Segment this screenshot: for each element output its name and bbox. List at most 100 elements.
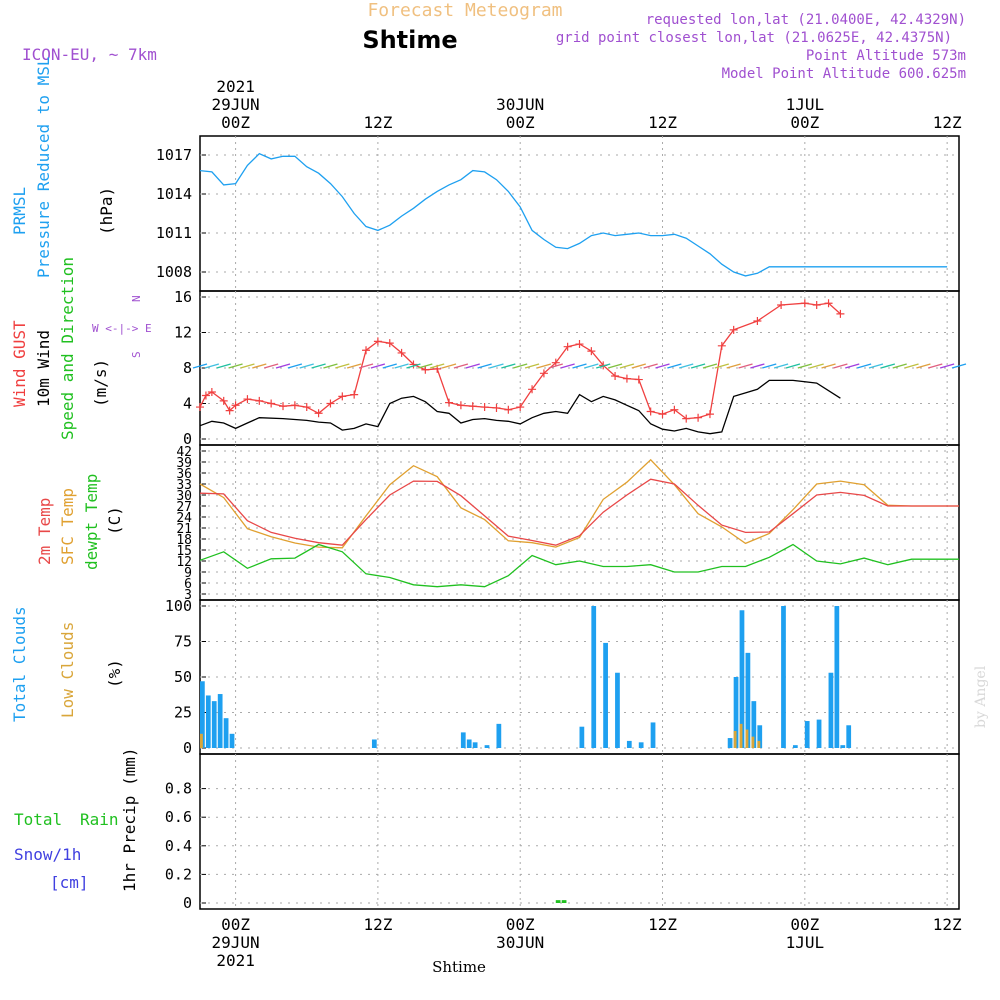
low-cloud-bar — [200, 733, 203, 748]
y-tick-label: 33 — [176, 478, 192, 493]
total-cloud-bar — [603, 642, 608, 748]
wind-arrow — [548, 363, 563, 369]
y-tick-label: 21 — [176, 522, 192, 537]
cm-label: [cm] — [50, 873, 89, 892]
wind-arrow — [596, 363, 611, 369]
wind-arrow — [607, 363, 623, 369]
gust-marker — [539, 369, 548, 378]
wind-line — [199, 379, 841, 435]
total-cloud-bar — [816, 719, 822, 748]
y-tick-label: 9 — [184, 566, 192, 581]
total-cloud-bar — [727, 738, 733, 748]
wind-arrow — [240, 363, 255, 369]
wind-arrow — [809, 363, 824, 369]
gust-marker — [516, 403, 525, 412]
total-cloud-bar — [834, 606, 840, 748]
top-axis-label: 12Z — [363, 113, 392, 132]
credit-text: by Angel — [973, 665, 989, 728]
gust-marker — [338, 392, 347, 401]
low-clouds-label: Low Clouds — [58, 622, 77, 718]
compass-s: S — [130, 351, 143, 358]
gust-marker — [705, 410, 714, 419]
wind-arrow — [928, 363, 943, 369]
total-cloud-bar — [846, 725, 852, 748]
wind-arrow — [382, 363, 397, 369]
wind-arrow — [750, 363, 765, 369]
gust-marker — [421, 365, 430, 374]
y-tick-label: 3 — [184, 588, 192, 603]
panel-frame — [199, 135, 960, 292]
gust-marker — [302, 403, 311, 412]
wind-arrow — [192, 363, 208, 369]
y-tick-label: 25 — [174, 704, 192, 722]
pressure-label-1: PRMSL — [10, 187, 29, 235]
temp2m-label: 2m Temp — [35, 498, 54, 565]
rain-bars — [555, 900, 567, 903]
wind-arrow — [228, 363, 243, 369]
total-cloud-bar — [745, 652, 751, 748]
sfc-temp-label: SFC Temp — [58, 488, 77, 565]
bottom-axis-label: 12Z — [933, 915, 962, 934]
total-cloud-bar — [223, 718, 229, 748]
snow-label: Snow/1h — [14, 845, 81, 864]
y-tick-label: 12 — [176, 555, 192, 570]
wind-arrow — [833, 363, 848, 369]
total-cloud-bar — [792, 745, 798, 748]
gust-marker — [800, 299, 809, 308]
top-axis-date: 30JUN — [496, 95, 544, 114]
point-altitude: Point Altitude 573m — [806, 48, 966, 64]
gust-marker — [528, 385, 537, 394]
wind-arrow — [572, 363, 587, 369]
y-tick-label: 12 — [174, 324, 192, 342]
wind-arrows — [192, 363, 967, 369]
gust-marker — [201, 391, 210, 400]
y-tick-label: 8 — [183, 359, 192, 377]
pressure-labels: PRMSL Pressure Reduced to MSL (hPa) — [10, 56, 116, 278]
gust-marker — [694, 413, 703, 422]
wind-arrow — [690, 363, 706, 369]
top-axis-label: 00Z — [790, 113, 819, 132]
total-cloud-bar — [229, 733, 235, 748]
bottom-axis-label: 12Z — [648, 915, 677, 934]
total-cloud-bar — [626, 740, 632, 748]
low-cloud-bar — [739, 723, 743, 748]
wind-arrow — [370, 363, 386, 369]
gust-marker — [468, 402, 477, 411]
total-cloud-bar — [828, 672, 834, 748]
gust-marker — [409, 360, 418, 369]
temp-labels: 2m Temp SFC Temp dewpt Temp (C) — [35, 474, 124, 570]
rain-label: Rain — [80, 810, 119, 829]
wind-arrow — [773, 363, 789, 369]
gust-marker — [279, 402, 288, 411]
y-tick-label: 16 — [174, 288, 192, 306]
clouds-unit: (%) — [105, 659, 124, 688]
top-axis-date: 29JUN — [211, 95, 259, 114]
compass-we: W <-|-> E — [92, 322, 152, 335]
total-cloud-bar — [840, 745, 846, 748]
gust-marker — [350, 390, 359, 399]
top-axis-year: 2021 — [216, 77, 255, 96]
wind-arrow — [560, 363, 575, 369]
gust-marker — [492, 403, 501, 412]
wind-arrow — [335, 363, 350, 369]
y-tick-label: 42 — [176, 445, 192, 460]
gust-marker — [385, 339, 394, 348]
wind-y-axis: 0 4 8 12 16 — [174, 288, 959, 448]
wind-arrow — [702, 363, 718, 369]
panel-precip — [199, 753, 960, 910]
wind-arrow — [394, 363, 409, 369]
wind-arrow — [216, 363, 231, 369]
total-cloud-bar — [205, 695, 211, 748]
precip-labels: Total Rain Snow/1h [cm] 1hr Precip (mm) — [14, 748, 139, 893]
gust-marker — [219, 396, 228, 405]
gust-marker — [611, 371, 620, 380]
gust-marker — [658, 410, 667, 419]
subtitle: Forecast Meteogram — [367, 0, 562, 21]
precip-y-axis: 0 0.2 0.4 0.6 0.8 — [165, 780, 959, 912]
gust-marker — [480, 403, 489, 412]
gust-markers — [196, 299, 845, 423]
pressure-line — [199, 152, 948, 277]
y-tick-label: 1011 — [156, 224, 192, 242]
